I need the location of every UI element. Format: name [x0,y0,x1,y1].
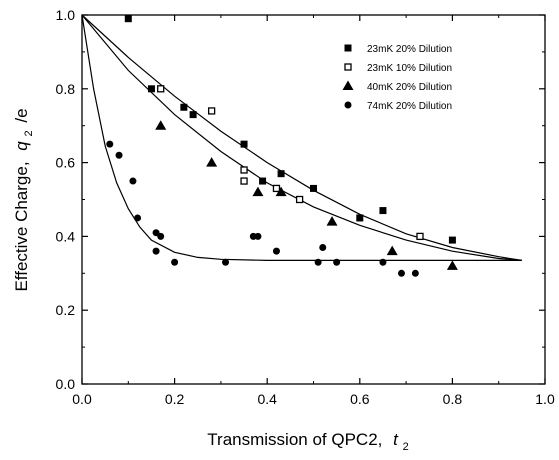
data-point-series-2 [240,177,248,185]
fit-curve-lower [81,14,522,261]
y-axis-title-tail: /e [12,108,31,122]
data-point-series-3 [386,245,398,256]
y-tick-label: 0.8 [56,81,76,97]
data-point-series-4 [397,269,405,277]
plot-frame [81,14,546,385]
y-axis-title-var: q [12,141,31,151]
data-point-series-1 [180,103,188,111]
legend: 23mK 20% Dilution 23mK 10% Dilution 40mK 2… [342,44,452,112]
x-tick-label: 1.0 [535,391,555,407]
x-axis-title-sub: 2 [403,441,409,453]
legend-label-series-2: 23mK 10% Dilution [367,63,452,74]
legend-marker-series-1 [344,44,352,52]
data-point-series-3 [446,260,458,270]
fit-curve-middle [81,14,522,261]
data-point-series-4 [152,247,160,255]
data-point-series-2 [157,85,165,93]
y-tick-label: 0.0 [56,376,76,392]
legend-marker-series-4 [344,101,352,109]
legend-marker-series-2 [344,63,352,71]
y-axis-title-text: Effective Charge, [12,161,31,291]
data-point-series-4 [319,243,327,251]
data-point-series-4 [272,247,280,255]
data-point-series-1 [310,184,317,192]
fit-curve-upper [81,14,522,261]
data-point-series-3 [206,157,218,167]
plot-border [81,14,546,385]
legend-label-series-1: 23mK 20% Dilution [367,44,452,55]
axis-ticks: 0.0 0.2 0.4 0.6 0.8 1.0 0.0 0.2 0.4 0.6 0.8 1.0 [56,7,555,407]
data-point-series-1 [189,111,197,119]
data-point-series-3 [252,186,264,197]
x-tick-label: 0.8 [443,391,463,407]
data-point-series-1 [259,177,267,185]
data-point-series-3 [155,120,167,130]
y-tick-label: 0.2 [56,302,76,318]
data-point-series-4 [411,269,419,277]
legend-label-series-4: 74mK 20% Dilution [367,101,452,112]
data-point-series-2 [240,166,248,174]
legend-marker-series-3 [342,80,354,90]
data-point-series-2 [207,107,216,115]
data-point-series-4 [106,140,114,148]
data-point-series-4 [333,258,341,266]
data-point-series-4 [171,258,179,266]
data-point-series-3 [275,186,287,197]
x-axis-title-var: t [393,430,399,449]
data-point-series-2 [295,195,304,204]
data-point-series-2 [272,184,281,193]
data-point-series-4 [129,177,137,185]
data-point-series-1 [379,207,387,215]
data-point-series-1 [356,214,364,222]
y-axis-title-sub: 2 [23,130,35,136]
data-point-series-2 [416,232,424,241]
x-tick-label: 0.2 [165,391,185,407]
data-point-series-1 [277,170,285,178]
x-tick-label: 0.0 [72,391,92,407]
x-axis-title-text: Transmission of QPC2, [207,430,382,449]
y-tick-label: 0.6 [56,155,76,171]
y-axis-title: Effective Charge, q 2 /e [12,108,36,291]
data-points [106,15,458,277]
data-point-series-4 [314,258,322,266]
data-point-series-1 [448,236,456,244]
x-axis-title: Transmission of QPC2, t 2 [207,430,408,453]
data-point-series-4 [115,151,123,159]
data-point-series-4 [222,258,230,266]
y-tick-label: 1.0 [56,7,76,23]
data-point-series-4 [134,214,142,222]
data-point-series-3 [326,216,338,226]
data-point-series-1 [240,140,248,148]
fit-curves [81,14,522,261]
x-tick-label: 0.6 [350,391,370,407]
x-tick-label: 0.4 [257,391,277,407]
data-point-series-4 [379,258,387,266]
data-point-series-4 [157,232,165,240]
data-point-series-4 [254,232,262,240]
data-point-series-1 [147,85,155,93]
data-point-series-1 [124,15,132,23]
y-tick-label: 0.4 [56,228,76,244]
legend-label-series-3: 40mK 20% Dilution [367,82,452,93]
